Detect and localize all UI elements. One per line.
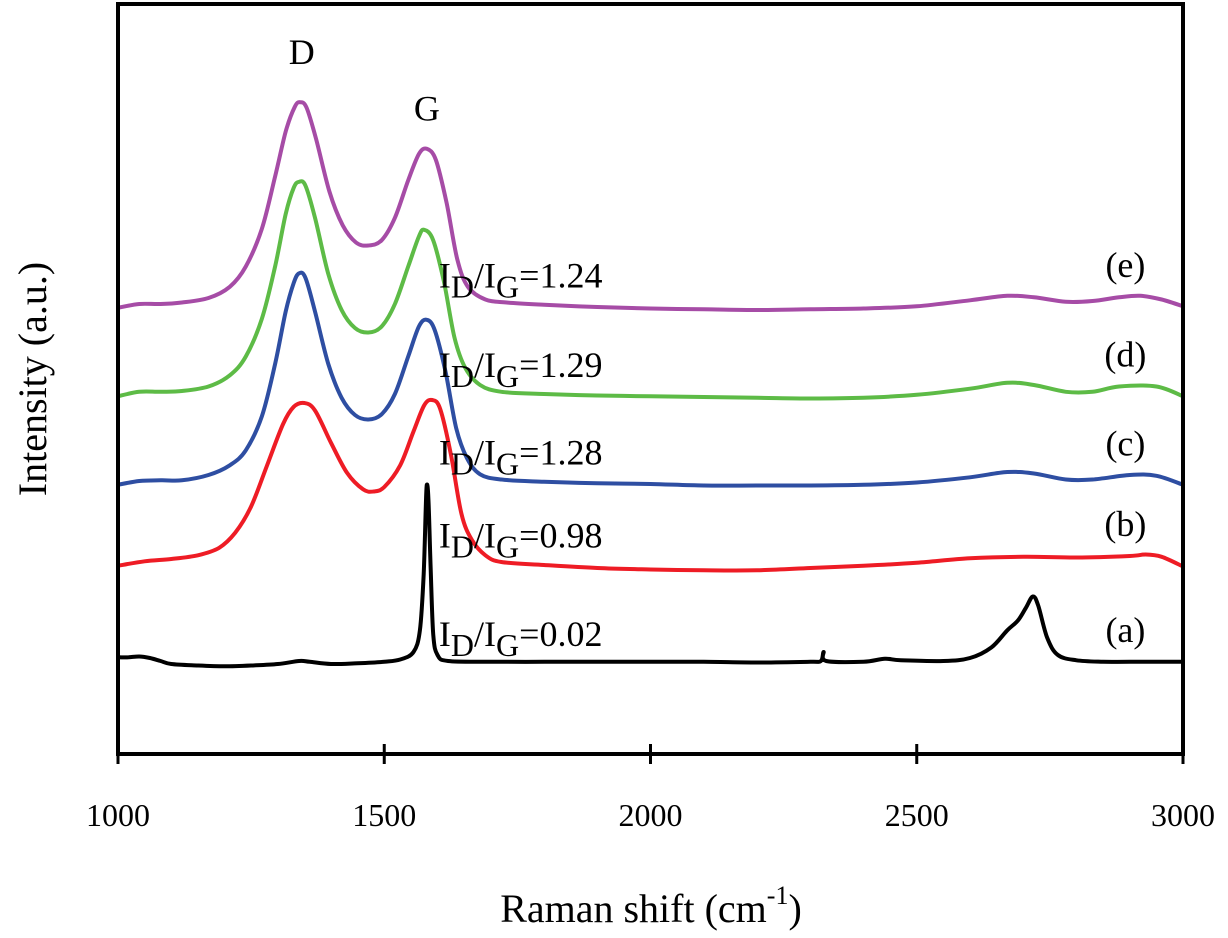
series-line-e bbox=[116, 100, 1185, 312]
x-tick-label: 2500 bbox=[885, 797, 949, 833]
ratio-label-d: ID/IG=1.29 bbox=[439, 345, 603, 394]
series-line-a bbox=[116, 482, 1185, 669]
x-tick-label: 1500 bbox=[352, 797, 416, 833]
x-tick-labels: 1000 1500 2000 2500 3000 bbox=[86, 797, 1215, 833]
series-line-c bbox=[116, 270, 1185, 488]
ratio-label-c: ID/IG=1.28 bbox=[439, 433, 603, 482]
curve-label-c: (c) bbox=[1105, 424, 1145, 464]
curve-label-b: (b) bbox=[1104, 504, 1146, 544]
peak-annotations: DG bbox=[289, 32, 440, 128]
x-tick-label: 2000 bbox=[619, 797, 683, 833]
curve-label-a: (a) bbox=[1105, 610, 1145, 650]
ratio-labels: ID/IG=0.02 ID/IG=0.98 ID/IG=1.28 ID/IG=1.29… bbox=[439, 255, 603, 662]
x-ticks bbox=[116, 744, 1185, 764]
y-axis-title: Intensity (a.u.) bbox=[10, 262, 55, 496]
x-tick-label: 3000 bbox=[1151, 797, 1215, 833]
ratio-label-a: ID/IG=0.02 bbox=[439, 614, 603, 663]
peak-label-d: D bbox=[289, 32, 315, 72]
x-tick-label: 1000 bbox=[86, 797, 150, 833]
ratio-label-e: ID/IG=1.24 bbox=[439, 255, 603, 304]
series-line-d bbox=[116, 179, 1185, 401]
curve-label-d: (d) bbox=[1104, 335, 1146, 375]
curve-label-e: (e) bbox=[1105, 245, 1145, 285]
curve-labels: (a) (b) (c) (d) (e) bbox=[1104, 245, 1146, 650]
series-layer bbox=[116, 100, 1185, 669]
peak-label-g: G bbox=[414, 88, 440, 128]
x-axis-title: Raman shift (cm-1) bbox=[500, 881, 802, 931]
series-line-b bbox=[116, 397, 1185, 573]
ratio-label-b: ID/IG=0.98 bbox=[439, 516, 603, 565]
